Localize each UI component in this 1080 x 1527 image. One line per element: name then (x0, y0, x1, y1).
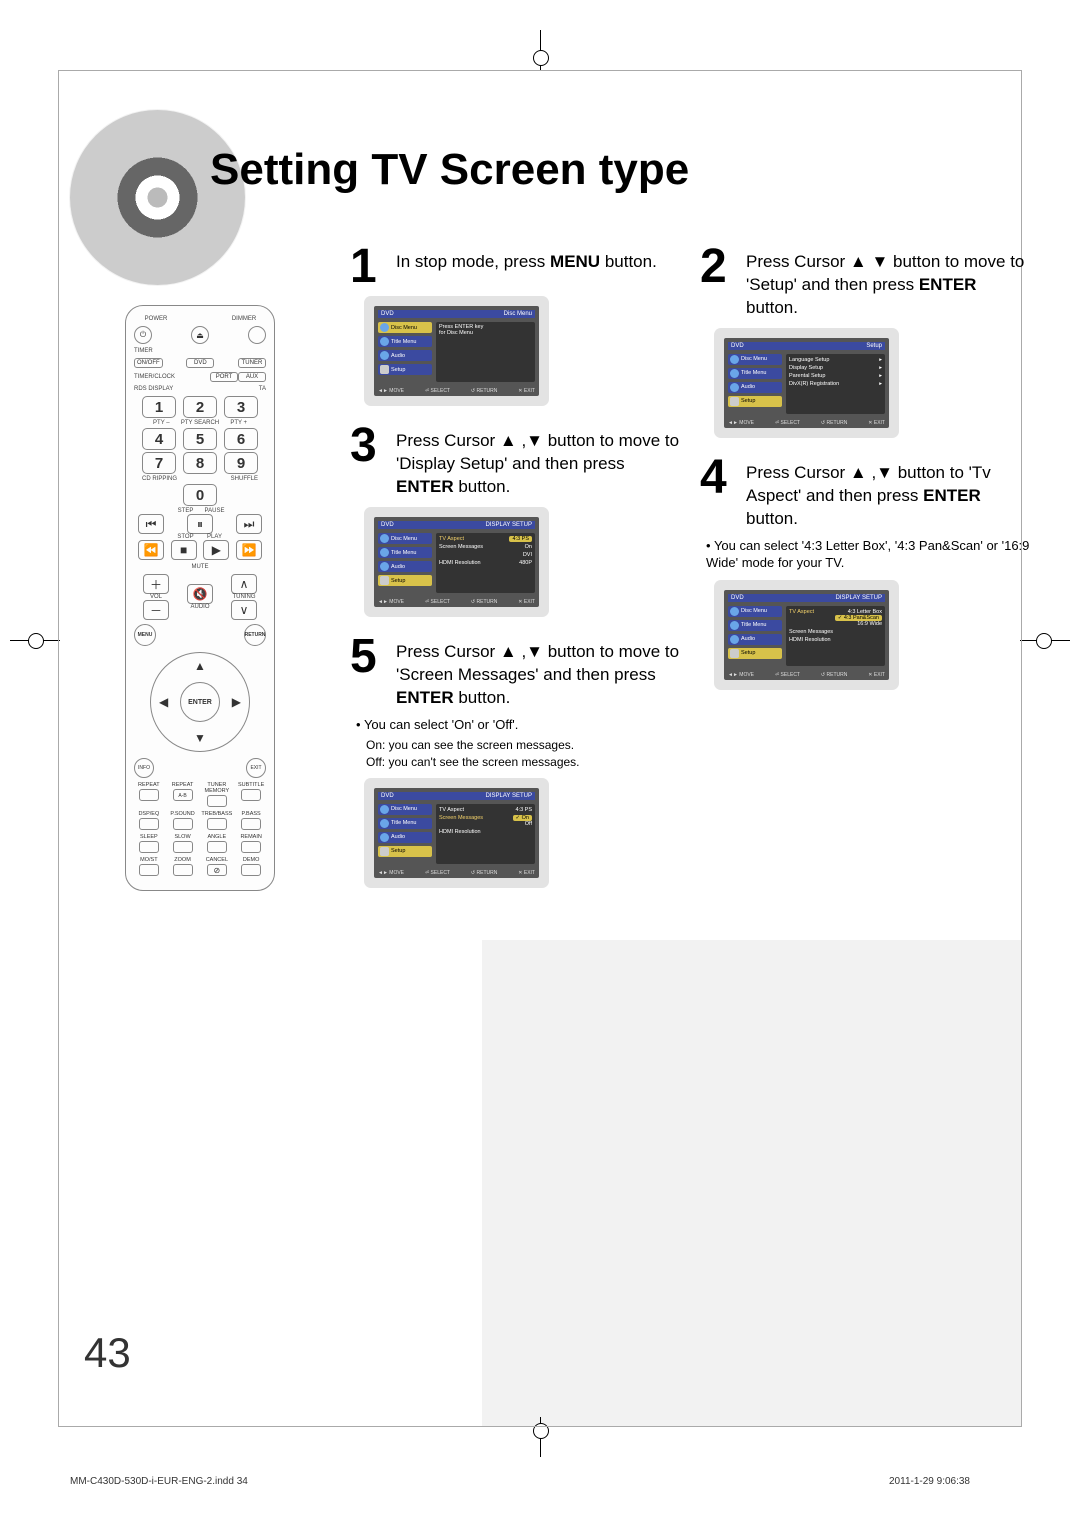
label-pty-plus: PTY + (219, 420, 258, 426)
step-4-block: 4 Press Cursor ▲ ,▼ button to 'Tv Aspect… (700, 456, 1030, 698)
cursor-right-icon: ▶ (232, 695, 241, 709)
manual-page: Setting TV Screen type POWER DIMMER ⏻ ⏏ … (0, 0, 1080, 1527)
label-pty-minus: PTY – (142, 420, 181, 426)
cursor-down-icon: ▼ (194, 731, 206, 745)
cursor-up-icon: ▲ (194, 659, 206, 673)
num-6: 6 (224, 428, 258, 450)
dpad: ▲ ▼ ◀ ▶ ENTER (150, 652, 250, 752)
page-title: Setting TV Screen type (210, 145, 689, 195)
label-dimmer: DIMMER (222, 316, 266, 322)
crop-mark-left (10, 640, 60, 641)
step-4-bullet: You can select '4:3 Letter Box', '4:3 Pa… (706, 537, 1030, 572)
step-5-text: Press Cursor ▲ ,▼ button to move to 'Scr… (396, 635, 680, 710)
step-5-number: 5 (350, 635, 388, 678)
eject-button: ⏏ (191, 326, 209, 344)
num-7: 7 (142, 452, 176, 474)
steps-column-left: 1 In stop mode, press MENU button. DVDDi… (350, 245, 680, 1467)
menu-button: MENU (134, 624, 156, 646)
ff-button: ⏩ (236, 540, 262, 560)
port-button: PORT (210, 372, 238, 382)
step-2-number: 2 (700, 245, 738, 288)
content-grid: POWER DIMMER ⏻ ⏏ TIMER ON/OFF DVD TUNER … (70, 245, 1010, 1467)
label-timerclock: TIMER/CLOCK (134, 374, 210, 380)
step-5-sub2: Off: you can't see the screen messages. (366, 754, 680, 770)
pause-button: ⏸ (187, 514, 213, 534)
vol-up: ＋ (143, 574, 169, 594)
step-3-number: 3 (350, 424, 388, 467)
num-8: 8 (183, 452, 217, 474)
osd-screenshot-4: DVDDISPLAY SETUP Disc Menu Title Menu Au… (724, 590, 889, 680)
dimmer-button (248, 326, 266, 344)
num-4: 4 (142, 428, 176, 450)
vol-down: － (143, 600, 169, 620)
num-1: 1 (142, 396, 176, 418)
label-timer: TIMER (134, 348, 266, 354)
stop-button: ■ (171, 540, 197, 560)
step-4-number: 4 (700, 456, 738, 499)
label-vol: VOL (134, 594, 178, 600)
label-tuning: TUNING (222, 594, 266, 600)
step-5-block: 5 Press Cursor ▲ ,▼ button to move to 'S… (350, 635, 680, 896)
info-button: INFO (134, 758, 154, 778)
step-5-sub1: On: you can see the screen messages. (366, 737, 680, 753)
mute-button: 🔇 (187, 584, 213, 604)
num-0: 0 (183, 484, 217, 506)
crop-mark-top (540, 30, 541, 70)
rew-button: ⏪ (138, 540, 164, 560)
step-3-block: 3 Press Cursor ▲ ,▼ button to move to 'D… (350, 424, 680, 625)
step-2-block: 2 Press Cursor ▲ ▼ button to move to 'Se… (700, 245, 1030, 446)
label-audio: AUDIO (178, 604, 222, 610)
step-1-text: In stop mode, press MENU button. (396, 245, 657, 274)
num-2: 2 (183, 396, 217, 418)
dvd-button: DVD (186, 358, 214, 368)
num-3: 3 (224, 396, 258, 418)
aux-button: AUX (238, 372, 266, 382)
label-rds: RDS DISPLAY (134, 386, 200, 392)
tuner-button: TUNER (238, 358, 266, 368)
step-1-block: 1 In stop mode, press MENU button. DVDDi… (350, 245, 680, 414)
footer-timestamp: 2011-1-29 9:06:38 (889, 1476, 970, 1487)
osd-screenshot-2: DVDSetup Disc Menu Title Menu Audio Setu… (724, 338, 889, 428)
return-button: RETURN (244, 624, 266, 646)
label-power: POWER (134, 316, 178, 322)
tune-up: ∧ (231, 574, 257, 594)
label-shuffle: SHUFFLE (200, 476, 258, 482)
remote-small-grid: REPEAT REPEATA-B TUNER MEMORY SUBTITLE D… (134, 782, 266, 876)
exit-button: EXIT (246, 758, 266, 778)
enter-button: ENTER (180, 682, 220, 722)
step-2-text: Press Cursor ▲ ▼ button to move to 'Setu… (746, 245, 1030, 320)
osd-screenshot-3: DVDDISPLAY SETUP Disc Menu Title Menu Au… (374, 517, 539, 607)
play-button: ▶ (203, 540, 229, 560)
footer-file: MM-C430D-530D-i-EUR-ENG-2.indd 34 (70, 1476, 248, 1487)
page-number: 43 (84, 1329, 131, 1377)
power-button: ⏻ (134, 326, 152, 344)
num-5: 5 (183, 428, 217, 450)
osd-screenshot-5: DVDDISPLAY SETUP Disc Menu Title Menu Au… (374, 788, 539, 878)
label-pty-search: PTY SEARCH (181, 420, 220, 426)
step-4-text: Press Cursor ▲ ,▼ button to 'Tv Aspect' … (746, 456, 1030, 531)
step-3-text: Press Cursor ▲ ,▼ button to move to 'Dis… (396, 424, 680, 499)
remote-illustration: POWER DIMMER ⏻ ⏏ TIMER ON/OFF DVD TUNER … (125, 305, 275, 891)
label-ta: TA (200, 386, 266, 392)
num-9: 9 (224, 452, 258, 474)
step-5-bullet: You can select 'On' or 'Off'. (356, 716, 680, 734)
onoff-button: ON/OFF (134, 358, 163, 368)
remote-column: POWER DIMMER ⏻ ⏏ TIMER ON/OFF DVD TUNER … (70, 245, 330, 1467)
label-cdrip: CD RIPPING (142, 476, 200, 482)
step-1-number: 1 (350, 245, 388, 288)
label-mute: MUTE (178, 564, 222, 570)
tune-down: ∨ (231, 600, 257, 620)
prev-button: ⏮ (138, 514, 164, 534)
cursor-left-icon: ◀ (159, 695, 168, 709)
steps-column-right: 2 Press Cursor ▲ ▼ button to move to 'Se… (700, 245, 1030, 1467)
next-button: ⏭ (236, 514, 262, 534)
osd-screenshot-1: DVDDisc Menu Disc Menu Title Menu Audio … (374, 306, 539, 396)
